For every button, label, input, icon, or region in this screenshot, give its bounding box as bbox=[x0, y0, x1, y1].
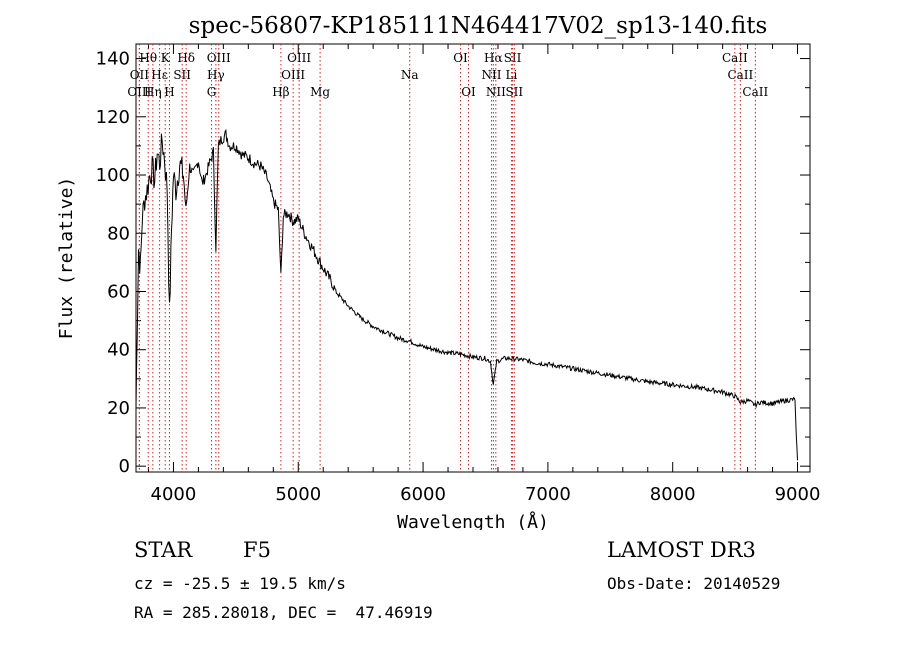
spectral-line-label: K bbox=[161, 51, 171, 65]
y-tick-label: 100 bbox=[96, 165, 130, 186]
coordinates-text: RA = 285.28018, DEC = 47.46919 bbox=[134, 603, 433, 622]
spectrum-chart: spec-56807-KP185111N464417V02_sp13-140.f… bbox=[56, 13, 821, 530]
x-tick-label: 7000 bbox=[525, 484, 571, 505]
spectrum-line bbox=[135, 128, 798, 461]
y-tick-label: 80 bbox=[107, 223, 130, 244]
spectral-line-label: SII bbox=[505, 85, 523, 99]
x-tick-label: 5000 bbox=[275, 484, 321, 505]
spectral-line-label: Mg bbox=[310, 85, 330, 99]
spectral-line-label: Hδ bbox=[177, 51, 195, 65]
chart-title: spec-56807-KP185111N464417V02_sp13-140.f… bbox=[189, 13, 768, 39]
observation-date: Obs-Date: 20140529 bbox=[607, 574, 781, 593]
spectral-line-label: CaII bbox=[722, 51, 748, 65]
x-tick-label: 6000 bbox=[400, 484, 446, 505]
spectral-line-label: Hα bbox=[484, 51, 503, 65]
spectral-line-label: Li bbox=[506, 68, 518, 82]
x-axis-label: Wavelength (Å) bbox=[397, 511, 549, 530]
spectral-line-label: Hη bbox=[144, 85, 162, 99]
spectral-line-label: OIII bbox=[207, 51, 231, 65]
spectral-line-label: SII bbox=[504, 51, 522, 65]
spectral-line-label: Hθ bbox=[139, 51, 157, 65]
spectral-line-label: CaII bbox=[742, 85, 768, 99]
redshift-text: cz = -25.5 ± 19.5 km/s bbox=[134, 574, 346, 593]
spectral-line-label: OIII bbox=[281, 68, 305, 82]
y-tick-label: 60 bbox=[107, 281, 130, 302]
x-tick-label: 9000 bbox=[775, 484, 821, 505]
spectral-line-label: H bbox=[164, 85, 174, 99]
spectral-line-label: NII bbox=[486, 85, 506, 99]
y-axis-label: Flux (relative) bbox=[56, 177, 77, 340]
spectral-line-label: Hβ bbox=[272, 85, 289, 99]
spectral-line-label: OIII bbox=[287, 51, 311, 65]
object-class: STAR bbox=[134, 538, 193, 562]
y-tick-label: 0 bbox=[119, 456, 130, 477]
y-tick-label: 140 bbox=[96, 49, 130, 70]
spectral-line-label: Hγ bbox=[207, 68, 225, 82]
spectral-line-label: Hε bbox=[151, 68, 168, 82]
spectral-line-label: OI bbox=[453, 51, 468, 65]
object-subclass: F5 bbox=[243, 538, 271, 562]
spectral-line-label: Na bbox=[401, 68, 419, 82]
spectral-line-label: NII bbox=[481, 68, 501, 82]
y-tick-label: 120 bbox=[96, 107, 130, 128]
spectral-line-label: G bbox=[207, 85, 217, 99]
x-tick-label: 4000 bbox=[151, 484, 197, 505]
spectral-line-label: OIII bbox=[127, 85, 151, 99]
survey-name: LAMOST DR3 bbox=[607, 538, 756, 562]
spectral-line-label: OII bbox=[130, 68, 150, 82]
spectral-line-label: OI bbox=[461, 85, 476, 99]
spectral-line-label: SII bbox=[173, 68, 191, 82]
y-tick-label: 40 bbox=[107, 340, 130, 361]
plot-frame bbox=[135, 43, 811, 473]
x-tick-label: 8000 bbox=[650, 484, 696, 505]
spectral-line-label: CaII bbox=[727, 68, 753, 82]
y-tick-label: 20 bbox=[107, 398, 130, 419]
